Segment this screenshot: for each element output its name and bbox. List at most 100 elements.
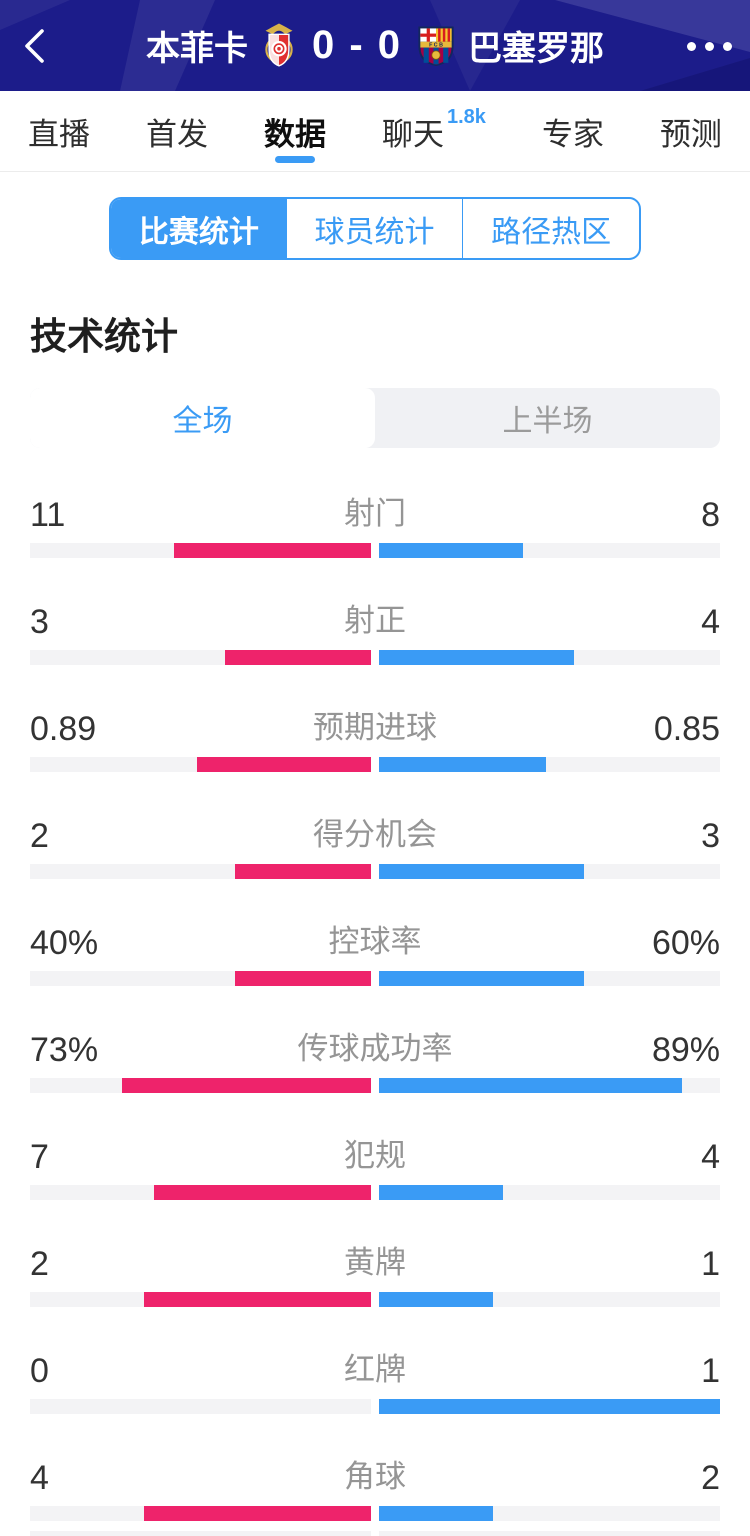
stat-row: 73% 传球成功率 89%: [30, 994, 720, 1101]
stats-list: 11 射门 8 3 射正 4: [0, 459, 750, 1529]
chat-count-badge: 1.8k: [447, 105, 486, 128]
tab-chat[interactable]: 聊天 1.8k: [382, 105, 486, 152]
back-button[interactable]: [14, 24, 54, 68]
home-bar-track: [30, 650, 371, 665]
away-stat-value: 2: [701, 1459, 720, 1497]
away-bar-fill: [379, 543, 523, 558]
away-bar-fill: [379, 971, 584, 986]
stat-row: 11 射门 8: [30, 459, 720, 566]
stats-type-segmented-control: 比赛统计 球员统计 路径热区: [109, 197, 641, 260]
period-first-half[interactable]: 上半场: [502, 405, 593, 438]
home-team-name: 本菲卡: [145, 30, 248, 68]
stat-row: 4 角球 2: [30, 1422, 720, 1529]
away-bar-track: [379, 757, 720, 772]
benfica-crest-icon: [265, 23, 293, 67]
home-bar-track: [30, 543, 371, 558]
home-bar-fill: [224, 650, 371, 665]
active-tab-indicator: [275, 156, 315, 163]
stat-bars: [30, 1292, 720, 1307]
home-bar-fill: [234, 864, 371, 879]
stat-label: 射正: [344, 603, 406, 639]
home-bar-track: [30, 1292, 371, 1307]
away-bar-fill: [379, 1292, 493, 1307]
home-stat-value: 0.89: [30, 710, 97, 748]
home-bar-track: [30, 757, 371, 772]
away-stat-value: 4: [701, 603, 720, 641]
stat-bars: [30, 1078, 720, 1093]
home-bar-fill: [196, 757, 371, 772]
away-stat-value: 89%: [651, 1031, 720, 1069]
home-bar-track: [30, 1399, 371, 1414]
away-stat-value: 1: [701, 1352, 720, 1390]
away-bar-fill: [379, 864, 584, 879]
away-stat-value: 60%: [651, 924, 720, 962]
svg-text:F C B: F C B: [429, 42, 443, 48]
segment-player-stats[interactable]: 球员统计: [314, 215, 435, 249]
stat-row: 3 射正 4: [30, 566, 720, 673]
stat-row: 7 犯规 4: [30, 1101, 720, 1208]
stat-bars: [30, 864, 720, 879]
away-bar-fill: [379, 1506, 493, 1521]
home-bar-fill: [143, 1292, 371, 1307]
stat-bars: [30, 1399, 720, 1414]
away-bar-track: [379, 1185, 720, 1200]
away-stat-value: 4: [701, 1138, 720, 1176]
stat-bars: [30, 1185, 720, 1200]
segment-match-stats[interactable]: 比赛统计: [111, 199, 287, 258]
away-bar-track: [379, 650, 720, 665]
score: 0 - 0: [311, 23, 403, 67]
stat-row: 0.89 预期进球 0.85: [30, 673, 720, 780]
home-bar-fill: [234, 971, 371, 986]
section-title: 技术统计: [30, 316, 178, 357]
tab-expert[interactable]: 专家: [541, 116, 604, 152]
tab-prediction[interactable]: 预测: [659, 116, 722, 152]
home-stat-value: 73%: [30, 1031, 99, 1069]
tab-data[interactable]: 数据: [264, 91, 326, 171]
stat-label: 黄牌: [344, 1245, 406, 1281]
stat-label: 射门: [344, 496, 406, 532]
away-bar-track: [379, 1506, 720, 1521]
stat-bars: [30, 543, 720, 558]
period-full-match[interactable]: 全场: [30, 388, 375, 448]
chevron-left-icon: [25, 29, 44, 63]
home-bar-fill: [122, 1078, 371, 1093]
barcelona-crest-icon: F C B: [418, 26, 454, 66]
stat-bars: [30, 971, 720, 986]
tab-lineup[interactable]: 首发: [146, 116, 208, 152]
home-bar-fill: [143, 1506, 371, 1521]
home-bar-fill: [173, 543, 371, 558]
stat-label: 预期进球: [313, 710, 437, 746]
stat-label: 红牌: [344, 1352, 406, 1388]
away-bar-fill: [379, 757, 546, 772]
away-stat-value: 8: [701, 496, 720, 534]
stat-label: 控球率: [328, 924, 422, 960]
period-toggle: 全场 上半场: [30, 388, 720, 448]
segment-heatmap[interactable]: 路径热区: [462, 199, 639, 258]
home-bar-fill: [154, 1185, 371, 1200]
stat-bars: [30, 650, 720, 665]
more-button[interactable]: [682, 24, 736, 68]
stat-row: 0 红牌 1: [30, 1315, 720, 1422]
stat-bars: [30, 757, 720, 772]
away-stat-value: 1: [701, 1245, 720, 1283]
header-background-pattern: [0, 0, 750, 91]
stat-label: 传球成功率: [297, 1031, 453, 1067]
away-bar-fill: [379, 650, 574, 665]
away-bar-fill: [379, 1399, 720, 1414]
away-team-name: 巴塞罗那: [468, 30, 605, 68]
home-bar-track: [30, 1506, 371, 1521]
main-tabbar: 直播 首发 数据 聊天 1.8k 专家 预测: [0, 91, 750, 172]
away-bar-fill: [379, 1185, 504, 1200]
stat-row: 40% 控球率 60%: [30, 887, 720, 994]
stat-bars: [30, 1506, 720, 1521]
home-stat-value: 2: [30, 1245, 49, 1283]
scoreboard: 本菲卡 0 - 0 F C B: [0, 0, 750, 91]
away-bar-track: [379, 864, 720, 879]
home-stat-value: 7: [30, 1138, 49, 1176]
away-bar-fill: [379, 1078, 683, 1093]
tab-live[interactable]: 直播: [28, 116, 90, 152]
home-stat-value: 40%: [30, 924, 99, 962]
away-bar-track: [379, 1399, 720, 1414]
home-bar-track: [30, 864, 371, 879]
